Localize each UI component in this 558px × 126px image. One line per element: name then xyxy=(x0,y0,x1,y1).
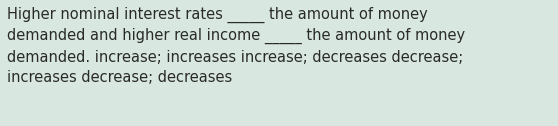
Text: Higher nominal interest rates _____ the amount of money
demanded and higher real: Higher nominal interest rates _____ the … xyxy=(7,6,465,85)
